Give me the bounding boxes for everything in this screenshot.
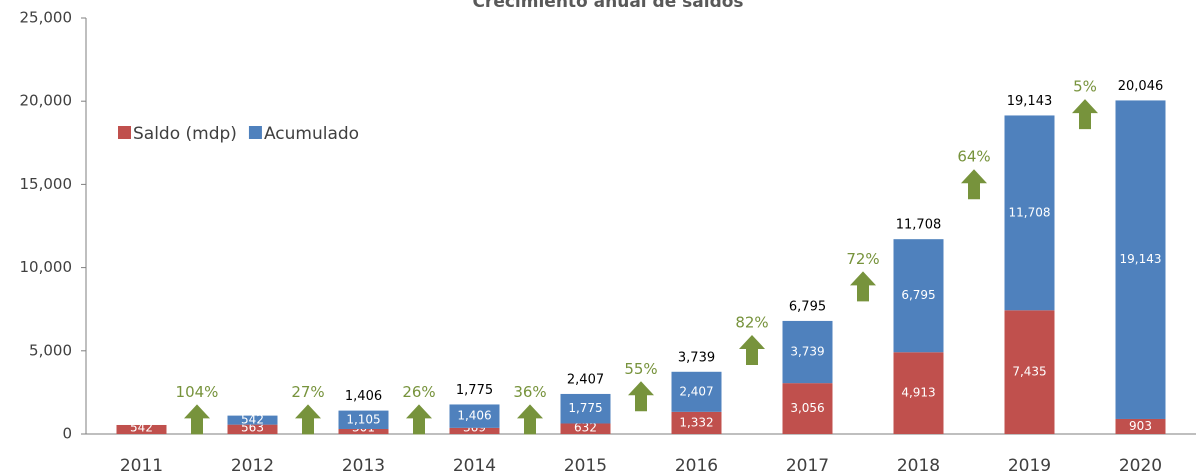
bar-segment xyxy=(1004,115,1055,311)
bar-segment xyxy=(449,404,500,428)
x-tick-label: 2016 xyxy=(675,456,718,476)
growth-label: 55% xyxy=(624,360,657,378)
y-tick-label: 15,000 xyxy=(20,175,73,193)
y-tick-label: 5,000 xyxy=(29,341,72,359)
bar-segment xyxy=(893,239,944,353)
data-label: 2,407 xyxy=(679,384,713,398)
bar-segment xyxy=(1115,418,1166,434)
total-label: 20,046 xyxy=(1118,79,1164,94)
bar-segment xyxy=(782,383,833,434)
total-label: 3,739 xyxy=(678,350,715,365)
bar-segment xyxy=(338,428,389,434)
growth-arrow xyxy=(628,381,654,412)
bar-segment xyxy=(227,424,278,434)
growth-arrow xyxy=(406,404,432,435)
bar-segment xyxy=(893,352,944,434)
bar-segment xyxy=(116,424,167,434)
data-label: 542 xyxy=(241,413,264,427)
growth-label: 64% xyxy=(957,148,990,166)
bar-segment xyxy=(449,427,500,434)
bar-segment xyxy=(338,410,389,429)
data-label: 903 xyxy=(1129,419,1152,433)
x-tick-label: 2017 xyxy=(786,456,829,476)
total-label: 11,708 xyxy=(896,218,942,233)
total-label: 1,406 xyxy=(345,389,382,404)
data-label: 11,708 xyxy=(1009,205,1051,219)
data-label: 542 xyxy=(130,421,153,435)
y-tick-label: 25,000 xyxy=(20,9,73,27)
x-tick-label: 2019 xyxy=(1008,456,1051,476)
x-tick-label: 2020 xyxy=(1119,456,1162,476)
data-label: 19,143 xyxy=(1120,252,1162,266)
chart-title: Crecimiento anual de saldos xyxy=(472,0,743,12)
total-label: 2,407 xyxy=(567,372,604,387)
growth-arrow xyxy=(295,404,321,435)
x-tick-label: 2014 xyxy=(453,456,496,476)
growth-label: 26% xyxy=(402,383,435,401)
x-tick-label: 2015 xyxy=(564,456,607,476)
bar-segment xyxy=(560,423,611,434)
data-label: 1,775 xyxy=(568,401,602,415)
growth-label: 72% xyxy=(846,250,879,268)
growth-arrow xyxy=(1072,99,1098,130)
x-tick-label: 2018 xyxy=(897,456,940,476)
growth-arrow xyxy=(739,334,765,365)
legend-label: Acumulado xyxy=(264,124,359,144)
x-tick-label: 2011 xyxy=(120,456,163,476)
growth-arrow xyxy=(184,404,210,435)
data-label: 632 xyxy=(574,421,597,435)
y-tick-label: 10,000 xyxy=(20,258,73,276)
growth-arrow xyxy=(850,271,876,302)
bar-segment xyxy=(560,393,611,424)
x-tick-label: 2012 xyxy=(231,456,274,476)
data-label: 3,739 xyxy=(790,345,824,359)
growth-label: 27% xyxy=(291,383,324,401)
data-label: 4,913 xyxy=(901,386,935,400)
bar-segment xyxy=(1115,100,1166,419)
data-label: 3,056 xyxy=(790,401,824,415)
total-label: 1,775 xyxy=(456,383,493,398)
growth-arrow xyxy=(961,169,987,200)
bar-segment xyxy=(782,320,833,384)
bar-segment xyxy=(671,411,722,434)
bar-segment xyxy=(671,371,722,412)
legend-swatch xyxy=(118,126,131,139)
legend-label: Saldo (mdp) xyxy=(133,124,237,144)
growth-arrow xyxy=(517,404,543,435)
data-label: 1,332 xyxy=(679,415,713,429)
bar-segment xyxy=(227,415,278,425)
total-label: 6,795 xyxy=(789,299,826,314)
growth-label: 5% xyxy=(1073,78,1097,96)
growth-label: 36% xyxy=(513,383,546,401)
growth-label: 104% xyxy=(176,383,219,401)
data-label: 6,795 xyxy=(901,288,935,302)
data-label: 1,406 xyxy=(457,409,491,423)
y-tick-label: 0 xyxy=(62,425,72,443)
total-label: 19,143 xyxy=(1007,94,1053,109)
bar-segment xyxy=(1004,310,1055,434)
growth-label: 82% xyxy=(735,313,768,331)
data-label: 7,435 xyxy=(1012,365,1046,379)
y-tick-label: 20,000 xyxy=(20,92,73,110)
x-tick-label: 2013 xyxy=(342,456,385,476)
data-label: 1,105 xyxy=(346,412,380,426)
legend-swatch xyxy=(248,126,262,139)
